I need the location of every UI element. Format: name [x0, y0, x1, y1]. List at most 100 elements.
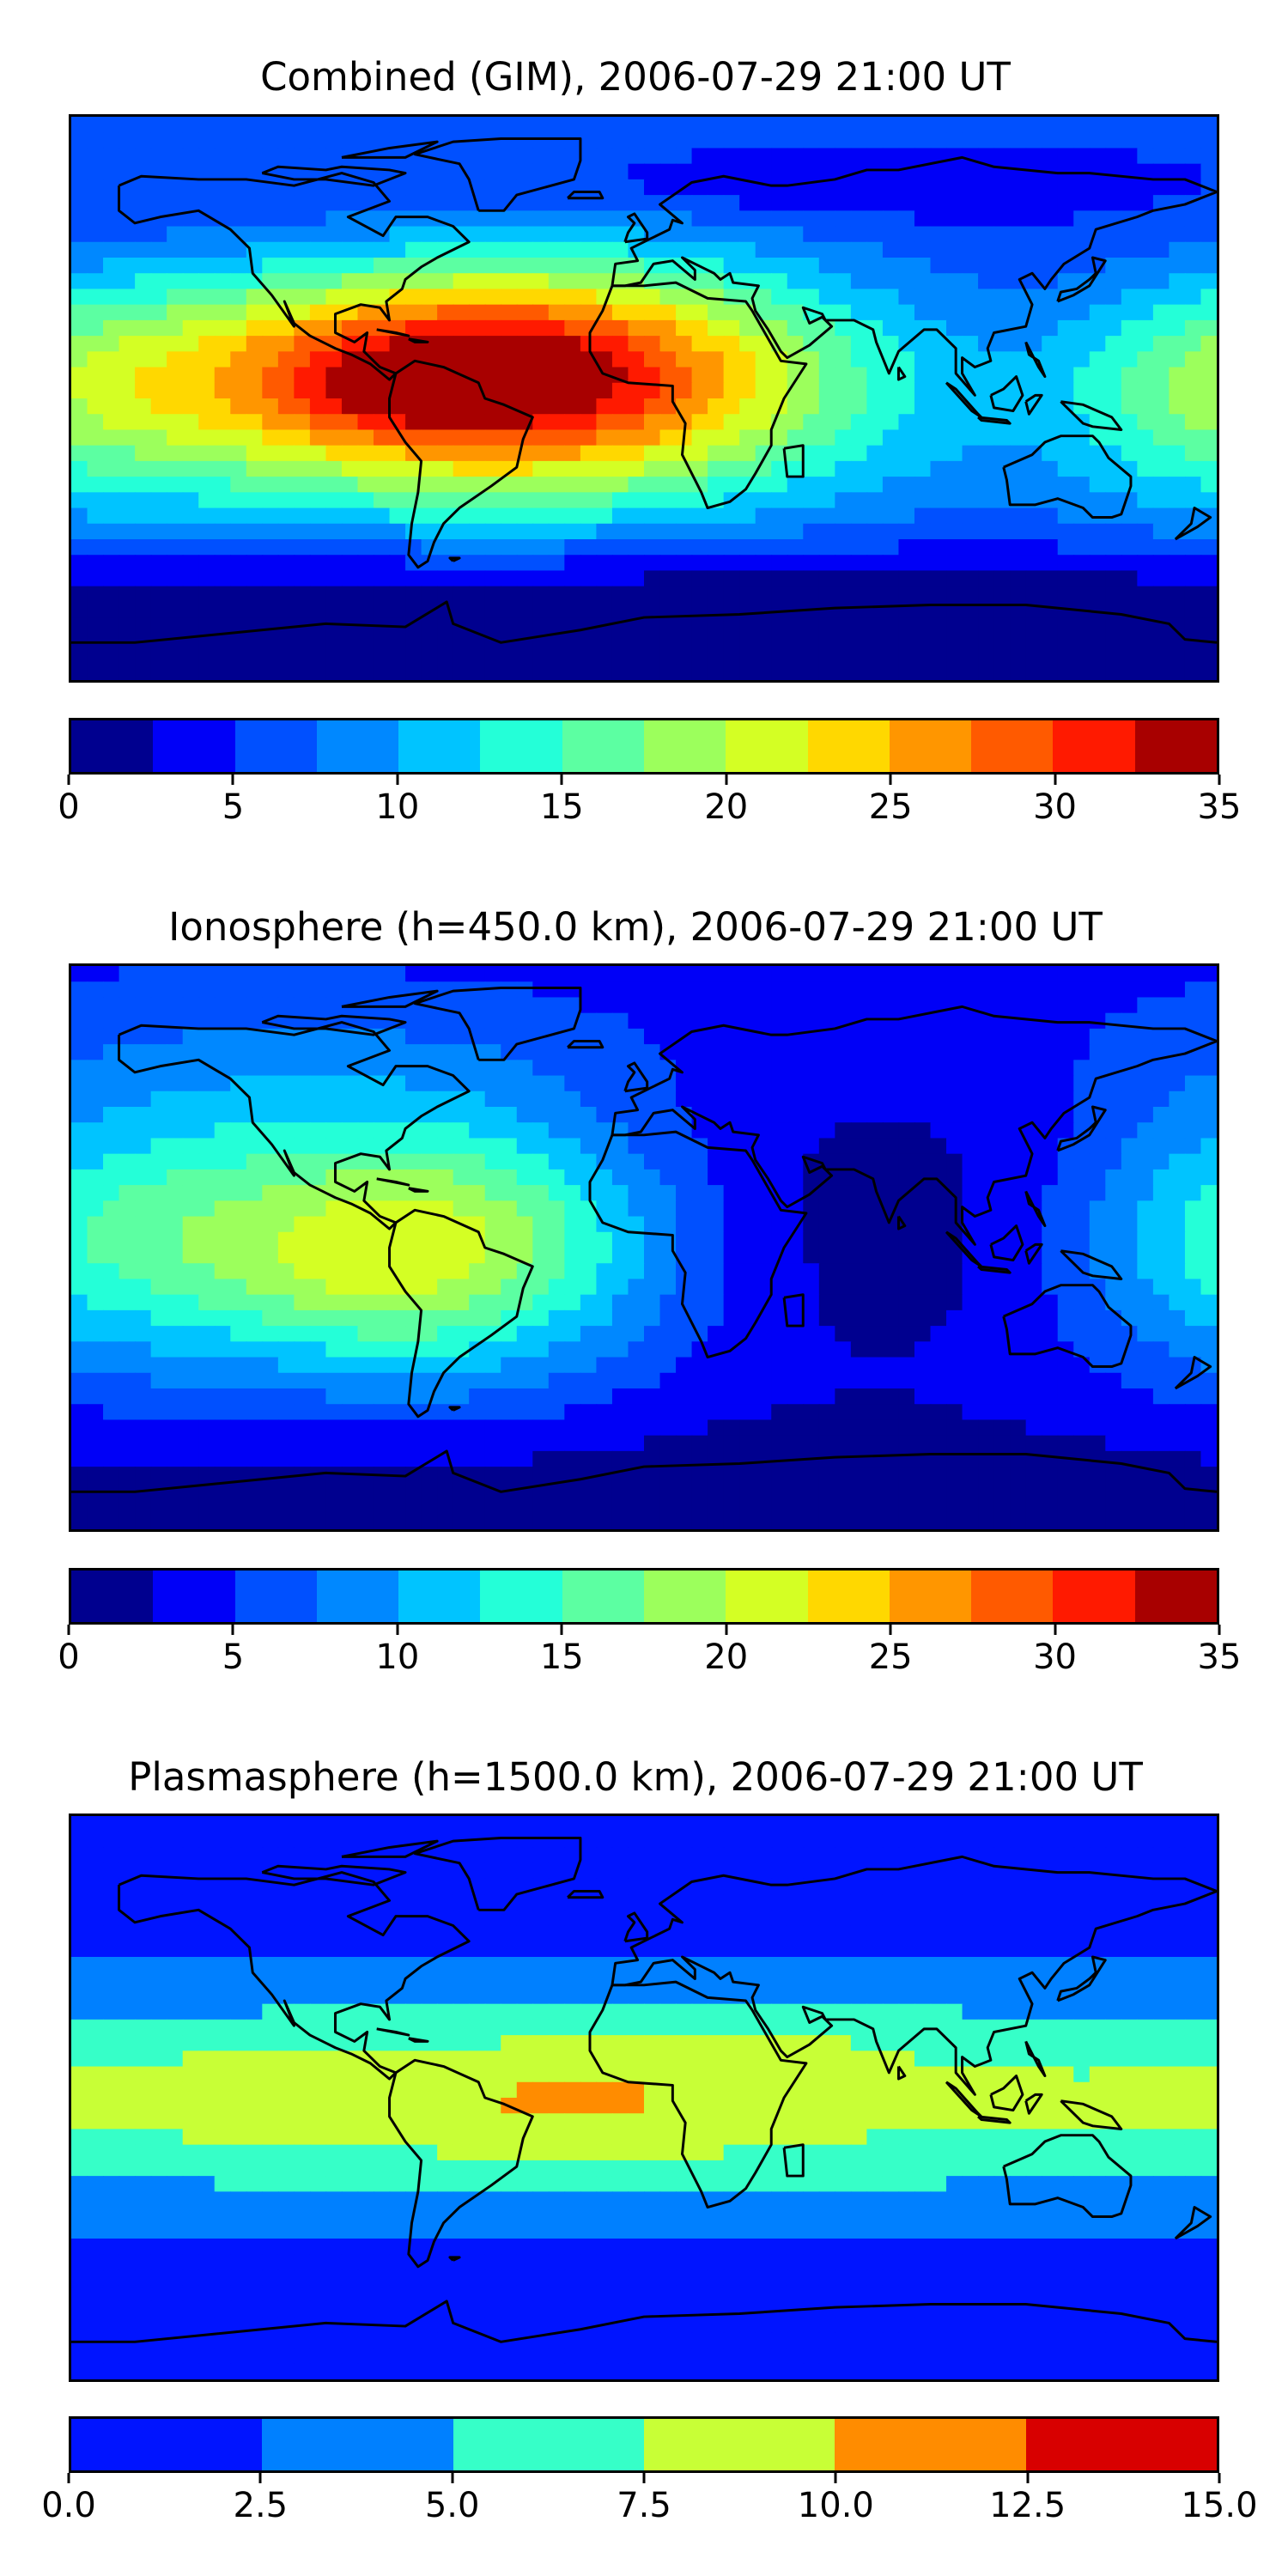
heatmap-cell	[167, 586, 184, 603]
heatmap-cell	[1169, 1012, 1186, 1030]
heatmap-cell	[866, 1153, 884, 1170]
heatmap-cell	[325, 1388, 343, 1406]
heatmap-cell	[532, 1263, 550, 1280]
heatmap-cell	[71, 617, 88, 635]
heatmap-cell	[898, 117, 915, 134]
heatmap-cell	[71, 1028, 88, 1045]
heatmap-cell	[1010, 445, 1027, 462]
heatmap-cell	[946, 1107, 963, 1124]
heatmap-cell	[230, 1122, 247, 1139]
heatmap-cell	[659, 163, 677, 180]
heatmap-cell	[835, 382, 852, 399]
heatmap-cell	[771, 132, 788, 149]
heatmap-cell	[866, 507, 884, 525]
heatmap-cell	[453, 179, 470, 196]
heatmap-cell	[516, 523, 534, 540]
heatmap-cell	[676, 1075, 693, 1092]
heatmap-cell	[787, 648, 805, 665]
heatmap-cell	[325, 1404, 343, 1421]
heatmap-cell	[469, 648, 486, 665]
heatmap-cell	[946, 179, 963, 196]
heatmap-cell	[1025, 179, 1042, 196]
heatmap-cell	[580, 1138, 598, 1155]
heatmap-cell	[421, 1138, 438, 1155]
heatmap-cell	[962, 1357, 979, 1374]
heatmap-cell	[71, 492, 88, 509]
heatmap-cell	[262, 273, 279, 290]
heatmap-cell	[214, 492, 232, 509]
heatmap-cell	[182, 1404, 200, 1421]
heatmap-cell	[1184, 966, 1202, 983]
heatmap-cell	[978, 1372, 995, 1389]
heatmap-cell	[1010, 336, 1027, 353]
heatmap-cell	[914, 1435, 932, 1452]
heatmap-cell	[294, 1294, 311, 1311]
heatmap-cell	[246, 477, 264, 494]
heatmap-cell	[357, 1153, 374, 1170]
heatmap-cell	[898, 195, 915, 212]
heatmap-cell	[898, 586, 915, 603]
heatmap-cell	[691, 1044, 708, 1061]
heatmap-cell	[676, 1200, 693, 1218]
heatmap-cell	[1073, 664, 1091, 680]
heatmap-cell	[787, 1357, 805, 1374]
heatmap-cell	[659, 304, 677, 321]
heatmap-cell	[787, 1419, 805, 1437]
heatmap-cell	[214, 336, 232, 353]
heatmap-cell	[182, 1248, 200, 1265]
heatmap-cell	[1169, 1450, 1186, 1467]
heatmap-cell	[118, 1012, 136, 1030]
heatmap-cell	[103, 1435, 120, 1452]
heatmap-cell	[277, 1450, 295, 1467]
heatmap-cell	[739, 382, 756, 399]
heatmap-cell	[341, 1309, 359, 1327]
heatmap-cell	[309, 1060, 327, 1077]
heatmap-cell	[962, 1435, 979, 1452]
heatmap-cell	[548, 1357, 566, 1374]
heatmap-cell	[787, 398, 805, 416]
heatmap-cell	[246, 1200, 264, 1218]
heatmap-cell	[914, 336, 932, 353]
heatmap-cell	[803, 664, 820, 680]
heatmap-cell	[214, 1294, 232, 1311]
heatmap-cell	[914, 1294, 932, 1311]
heatmap-cell	[914, 304, 932, 321]
heatmap-cell	[182, 1372, 200, 1389]
heatmap-cell	[325, 1263, 343, 1280]
heatmap-cell	[866, 258, 884, 275]
heatmap-cell	[659, 539, 677, 556]
heatmap-cell	[262, 258, 279, 275]
heatmap-cell	[150, 1372, 167, 1389]
heatmap-cell	[71, 414, 88, 431]
heatmap-cell	[1184, 664, 1202, 680]
heatmap-cell	[835, 1279, 852, 1296]
colorbar-tick-label: 15	[539, 787, 584, 827]
heatmap-cell	[1042, 210, 1059, 228]
heatmap-cell	[182, 539, 200, 556]
heatmap-cell	[676, 633, 693, 650]
heatmap-cell	[946, 555, 963, 572]
heatmap-cell	[341, 1388, 359, 1406]
heatmap-cell	[341, 1075, 359, 1092]
coastline	[261, 165, 407, 187]
heatmap-cell	[835, 1419, 852, 1437]
coastline	[408, 337, 429, 343]
heatmap-cell	[676, 555, 693, 572]
heatmap-cell	[230, 1357, 247, 1374]
heatmap-cell	[564, 1122, 581, 1139]
heatmap-cell	[516, 1341, 534, 1358]
heatmap-cell	[405, 1372, 422, 1389]
heatmap-cell	[691, 1279, 708, 1296]
heatmap-cell	[516, 1450, 534, 1467]
heatmap-cell	[1121, 664, 1139, 680]
heatmap-cell	[501, 1341, 518, 1358]
heatmap-cell	[230, 997, 247, 1014]
heatmap-cell	[309, 1028, 327, 1045]
heatmap-cell	[198, 1372, 216, 1389]
heatmap-cell	[182, 1138, 200, 1155]
heatmap-cell	[866, 1060, 884, 1077]
heatmap-cell	[453, 304, 470, 321]
heatmap-cell	[835, 1060, 852, 1077]
heatmap-cell	[882, 1450, 900, 1467]
heatmap-cell	[309, 981, 327, 999]
